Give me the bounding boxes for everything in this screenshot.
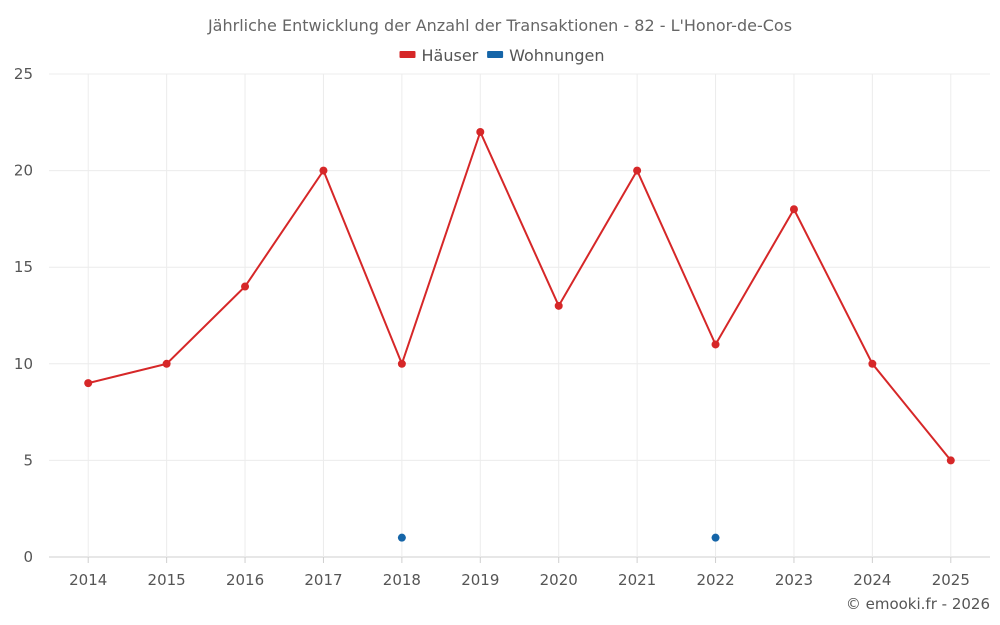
x-tick-label: 2018 bbox=[383, 571, 421, 589]
data-point[interactable] bbox=[319, 166, 328, 175]
x-tick-label: 2015 bbox=[148, 571, 186, 589]
y-tick-label: 10 bbox=[14, 355, 33, 373]
x-tick-label: 2020 bbox=[540, 571, 578, 589]
y-tick-label: 0 bbox=[23, 548, 33, 566]
legend-label: Wohnungen bbox=[509, 46, 604, 65]
x-tick-label: 2023 bbox=[775, 571, 813, 589]
x-tick-label: 2019 bbox=[461, 571, 499, 589]
x-tick-label: 2014 bbox=[69, 571, 107, 589]
series-0 bbox=[84, 127, 955, 465]
series-1 bbox=[397, 533, 720, 542]
grid bbox=[49, 73, 990, 563]
y-axis: 0 5 10 15 20 25 bbox=[14, 65, 33, 566]
legend: Häuser Wohnungen bbox=[399, 46, 604, 65]
legend-label: Häuser bbox=[422, 46, 479, 65]
data-point[interactable] bbox=[241, 282, 250, 291]
y-tick-label: 20 bbox=[14, 162, 33, 180]
series-line bbox=[87, 129, 952, 462]
legend-item[interactable]: Wohnungen bbox=[487, 46, 604, 65]
data-point[interactable] bbox=[476, 127, 485, 136]
y-tick-label: 25 bbox=[14, 65, 33, 83]
legend-swatch bbox=[399, 51, 416, 58]
legend-swatch bbox=[487, 51, 504, 58]
series-layer bbox=[84, 127, 955, 542]
credit: © emooki.fr - 2026 bbox=[846, 595, 990, 613]
data-point[interactable] bbox=[789, 205, 798, 214]
data-point[interactable] bbox=[162, 359, 171, 368]
data-point[interactable] bbox=[397, 533, 406, 542]
data-point[interactable] bbox=[554, 301, 563, 310]
x-tick-label: 2016 bbox=[226, 571, 264, 589]
x-tick-label: 2021 bbox=[618, 571, 656, 589]
data-point[interactable] bbox=[711, 533, 720, 542]
x-tick-label: 2024 bbox=[853, 571, 891, 589]
x-axis: 2014 2015 2016 2017 2018 2019 2020 2021 2022 2023… bbox=[69, 571, 970, 589]
data-point[interactable] bbox=[397, 359, 406, 368]
x-tick-label: 2022 bbox=[696, 571, 734, 589]
y-tick-label: 5 bbox=[23, 451, 33, 469]
data-point[interactable] bbox=[84, 379, 93, 388]
data-point[interactable] bbox=[711, 340, 720, 349]
data-point[interactable] bbox=[633, 166, 642, 175]
data-point[interactable] bbox=[868, 359, 877, 368]
x-tick-label: 2025 bbox=[932, 571, 970, 589]
data-point[interactable] bbox=[946, 456, 955, 465]
legend-item[interactable]: Häuser bbox=[399, 46, 479, 65]
x-tick-label: 2017 bbox=[304, 571, 342, 589]
y-tick-label: 15 bbox=[14, 258, 33, 276]
chart-title: Jährliche Entwicklung der Anzahl der Tra… bbox=[207, 16, 792, 35]
